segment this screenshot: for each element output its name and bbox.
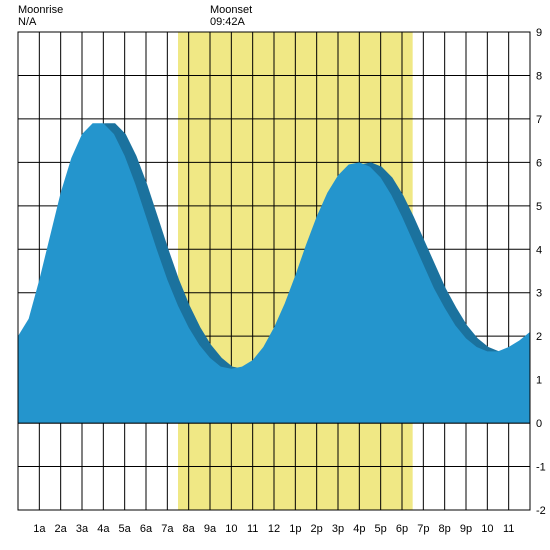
svg-text:2: 2 (536, 331, 542, 343)
svg-text:8: 8 (536, 70, 542, 82)
svg-text:6a: 6a (140, 523, 153, 535)
svg-text:11: 11 (247, 523, 258, 535)
svg-text:8p: 8p (439, 523, 451, 535)
svg-text:9: 9 (536, 27, 542, 39)
moonset-title: Moonset (210, 4, 252, 16)
svg-text:-2: -2 (536, 505, 546, 517)
svg-text:6: 6 (536, 157, 542, 169)
moonset-value: 09:42A (210, 16, 252, 28)
moonrise-title: Moonrise (18, 4, 63, 16)
svg-text:-1: -1 (536, 462, 546, 474)
svg-text:7: 7 (536, 114, 542, 126)
svg-text:2a: 2a (55, 523, 68, 535)
svg-text:1: 1 (536, 375, 542, 387)
svg-text:8a: 8a (183, 523, 196, 535)
svg-text:11: 11 (503, 523, 514, 535)
svg-text:4: 4 (536, 244, 542, 256)
svg-text:9p: 9p (460, 523, 472, 535)
svg-text:7p: 7p (417, 523, 429, 535)
moonset-label: Moonset 09:42A (210, 4, 252, 28)
svg-text:4a: 4a (97, 523, 110, 535)
svg-text:12: 12 (268, 523, 280, 535)
chart-svg: -2-101234567891a2a3a4a5a6a7a8a9a1011121p… (0, 0, 550, 550)
svg-text:6p: 6p (396, 523, 408, 535)
tide-chart: Moonrise N/A Moonset 09:42A -2-101234567… (0, 0, 550, 550)
svg-text:1p: 1p (289, 523, 301, 535)
svg-text:1a: 1a (33, 523, 46, 535)
svg-text:3a: 3a (76, 523, 89, 535)
svg-text:5a: 5a (119, 523, 132, 535)
svg-text:7a: 7a (161, 523, 174, 535)
svg-text:3: 3 (536, 288, 542, 300)
svg-text:0: 0 (536, 418, 542, 430)
svg-text:10: 10 (481, 523, 493, 535)
svg-text:3p: 3p (332, 523, 344, 535)
svg-text:5p: 5p (375, 523, 387, 535)
svg-text:10: 10 (225, 523, 237, 535)
moonrise-label: Moonrise N/A (18, 4, 63, 28)
svg-text:9a: 9a (204, 523, 217, 535)
moonrise-value: N/A (18, 16, 63, 28)
svg-text:2p: 2p (311, 523, 323, 535)
svg-text:4p: 4p (353, 523, 365, 535)
svg-text:5: 5 (536, 201, 542, 213)
